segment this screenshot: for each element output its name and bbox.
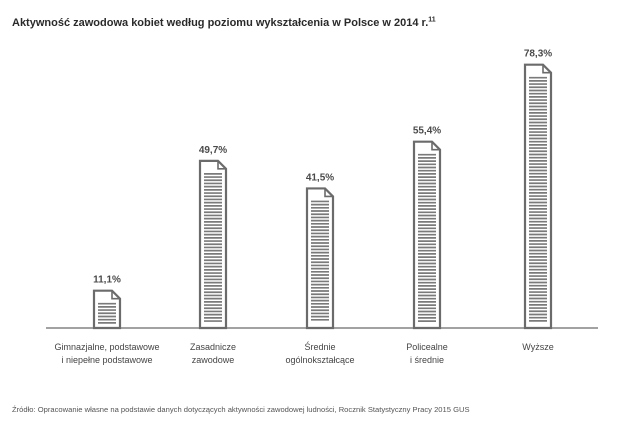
bar-fold: [324, 188, 333, 198]
category-label: zawodowe: [192, 355, 235, 365]
bar: [523, 63, 553, 330]
title-footnote: 11: [428, 16, 436, 24]
value-label: 49,7%: [199, 145, 227, 156]
value-label: 11,1%: [93, 275, 121, 286]
chart-title: Aktywność zawodowa kobiet według poziomu…: [12, 16, 436, 29]
bar: [92, 289, 122, 330]
value-label: 55,4%: [413, 126, 441, 137]
category-label: i niepełne podstawowe: [61, 355, 152, 365]
source-note: Źródło: Opracowanie własne na podstawie …: [12, 405, 470, 414]
bar-lines: [529, 76, 547, 322]
bar: [198, 159, 228, 330]
bar-fold: [217, 160, 226, 170]
category-label: Policealne: [406, 342, 448, 352]
bar-lines: [311, 200, 329, 321]
chart-title-text: Aktywność zawodowa kobiet według poziomu…: [12, 17, 429, 29]
bar: [412, 140, 442, 330]
value-label: 41,5%: [306, 172, 334, 183]
bar-fold: [542, 64, 551, 74]
bar-fold: [111, 290, 120, 300]
category-label: ogólnokształcące: [285, 355, 354, 365]
bar-chart: 11,1% Gimnazjalne, podstawowe i niepełne p…: [46, 49, 598, 365]
bar-lines: [204, 173, 222, 322]
bar-lines: [98, 302, 116, 324]
category-label: Średnie: [304, 341, 335, 352]
value-label: 78,3%: [524, 49, 552, 60]
bar-lines: [418, 153, 436, 322]
category-label: Gimnazjalne, podstawowe: [54, 342, 159, 352]
category-label: Wyższe: [522, 342, 553, 352]
category-label: i średnie: [410, 355, 444, 365]
bar-fold: [431, 141, 440, 151]
category-label: Zasadnicze: [190, 342, 236, 352]
bar: [305, 187, 335, 330]
